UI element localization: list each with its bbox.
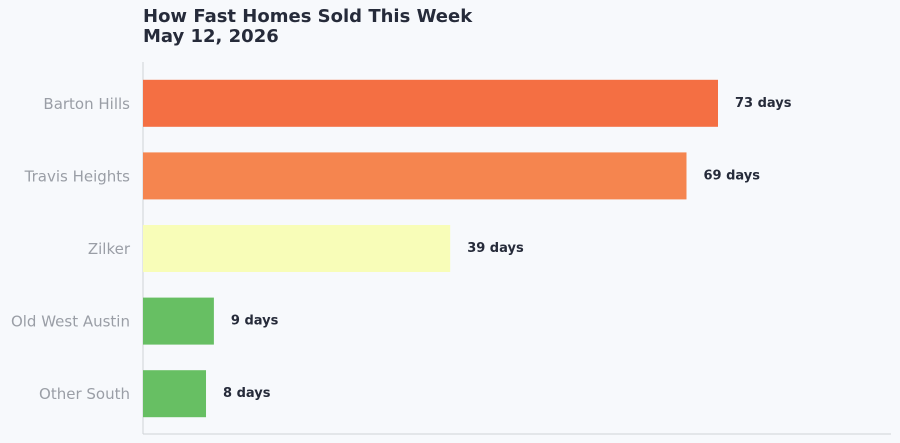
value-label: 73 days (735, 96, 792, 111)
chart-subtitle: May 12, 2026 (143, 26, 279, 47)
bar (143, 297, 214, 345)
y-tick-label: Other South (39, 385, 130, 403)
bar (143, 370, 207, 418)
value-label: 8 days (223, 386, 271, 401)
bar (143, 79, 718, 127)
value-label: 69 days (703, 168, 760, 183)
y-tick-label: Travis Heights (24, 167, 131, 185)
y-tick-label: Zilker (88, 240, 131, 258)
value-label: 9 days (231, 314, 279, 329)
bar (143, 225, 451, 272)
chart-title: How Fast Homes Sold This Week (143, 6, 473, 27)
value-label: 39 days (467, 241, 524, 256)
bar (143, 152, 687, 200)
y-tick-label: Old West Austin (11, 313, 130, 331)
y-tick-label: Barton Hills (43, 95, 130, 113)
